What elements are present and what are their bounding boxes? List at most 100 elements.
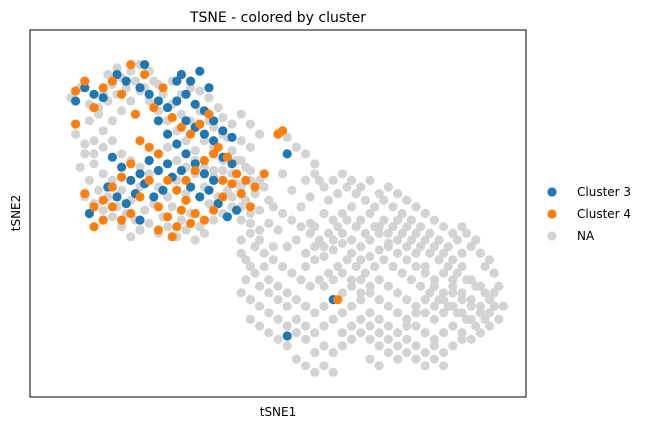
scatter-point <box>209 116 219 126</box>
scatter-point <box>241 275 251 285</box>
scatter-point <box>199 162 209 172</box>
scatter-point <box>94 185 104 195</box>
legend: Cluster 3 Cluster 4 NA <box>547 185 631 243</box>
scatter-point <box>406 275 416 285</box>
scatter-point <box>439 361 449 371</box>
scatter-point <box>259 261 269 272</box>
scatter-point <box>337 208 347 219</box>
scatter-point <box>457 334 467 344</box>
scatter-point <box>172 76 182 86</box>
scatter-point <box>236 235 246 245</box>
scatter-point <box>126 66 136 76</box>
scatter-point <box>337 341 347 351</box>
scatter-point <box>195 86 205 96</box>
scatter-point <box>439 347 449 358</box>
scatter-point <box>360 195 370 205</box>
legend-item: Cluster 3 <box>547 185 631 199</box>
scatter-point <box>452 235 462 245</box>
scatter-point <box>337 228 347 238</box>
scatter-point <box>324 195 334 205</box>
scatter-point <box>186 83 196 93</box>
scatter-point <box>89 222 99 232</box>
scatter-point <box>301 301 311 311</box>
scatter-point <box>397 228 407 238</box>
scatter-point <box>333 295 343 305</box>
scatter-point <box>402 242 412 252</box>
scatter-point <box>278 208 288 219</box>
scatter-point <box>475 308 485 318</box>
scatter-point <box>250 268 260 278</box>
scatter-point <box>209 149 219 159</box>
scatter-point <box>356 295 366 305</box>
scatter-point <box>153 96 163 106</box>
scatter-point <box>402 222 412 232</box>
scatter-point <box>466 301 476 311</box>
scatter-point <box>158 83 168 93</box>
scatter-point <box>98 169 108 179</box>
scatter-point <box>310 255 320 265</box>
scatter-point <box>130 76 140 86</box>
scatter-point <box>199 215 209 225</box>
scatter-point <box>273 314 283 324</box>
legend-marker <box>547 187 557 197</box>
scatter-point <box>117 222 127 232</box>
scatter-point <box>241 195 251 205</box>
scatter-point <box>163 103 173 113</box>
scatter-point <box>255 129 265 139</box>
scatter-point <box>273 225 283 235</box>
scatter-point <box>475 248 485 258</box>
scatter-point <box>337 328 347 338</box>
scatter-point <box>144 142 154 152</box>
scatter-point <box>98 205 108 215</box>
scatter-point <box>429 215 439 225</box>
scatter-point <box>245 208 255 219</box>
scatter-point <box>370 261 380 272</box>
scatter-point <box>255 225 265 235</box>
scatter-point <box>351 261 361 272</box>
scatter-point <box>117 162 127 172</box>
scatter-point <box>420 208 430 219</box>
scatter-point <box>181 175 191 185</box>
scatter-point <box>264 218 274 228</box>
scatter-point <box>416 222 426 232</box>
scatter-point <box>135 162 145 172</box>
scatter-point <box>107 76 117 86</box>
scatter-point <box>227 132 237 142</box>
scatter-point <box>356 328 366 338</box>
scatter-point <box>374 314 384 324</box>
scatter-point <box>255 301 265 311</box>
scatter-point <box>383 301 393 311</box>
scatter-point <box>319 361 329 371</box>
scatter-point <box>98 83 108 93</box>
scatter-point <box>393 308 403 318</box>
scatter-point <box>328 235 338 245</box>
scatter-point <box>328 314 338 324</box>
scatter-point <box>319 251 329 262</box>
scatter-point <box>117 149 127 159</box>
scatter-point <box>324 268 334 278</box>
scatter-point <box>485 308 495 318</box>
scatter-point <box>489 301 499 311</box>
scatter-point <box>383 281 393 291</box>
scatter-point <box>411 301 421 311</box>
scatter-point <box>255 281 265 291</box>
scatter-point <box>457 295 467 305</box>
scatter-point <box>356 314 366 324</box>
scatter-point <box>209 175 219 185</box>
scatter-point <box>186 129 196 139</box>
scatter-point <box>383 242 393 252</box>
scatter-point <box>213 103 223 113</box>
scatter-point <box>310 222 320 232</box>
scatter-point <box>282 331 292 341</box>
scatter-point <box>255 321 265 331</box>
scatter-point <box>434 235 444 245</box>
scatter-point <box>80 139 90 149</box>
scatter-point <box>351 189 361 199</box>
scatter-point <box>383 334 393 344</box>
scatter-point <box>337 238 347 248</box>
scatter-point <box>163 159 173 169</box>
scatter-point <box>310 159 320 169</box>
scatter-point <box>163 142 173 152</box>
scatter-point <box>176 69 186 80</box>
scatter-point <box>301 334 311 344</box>
